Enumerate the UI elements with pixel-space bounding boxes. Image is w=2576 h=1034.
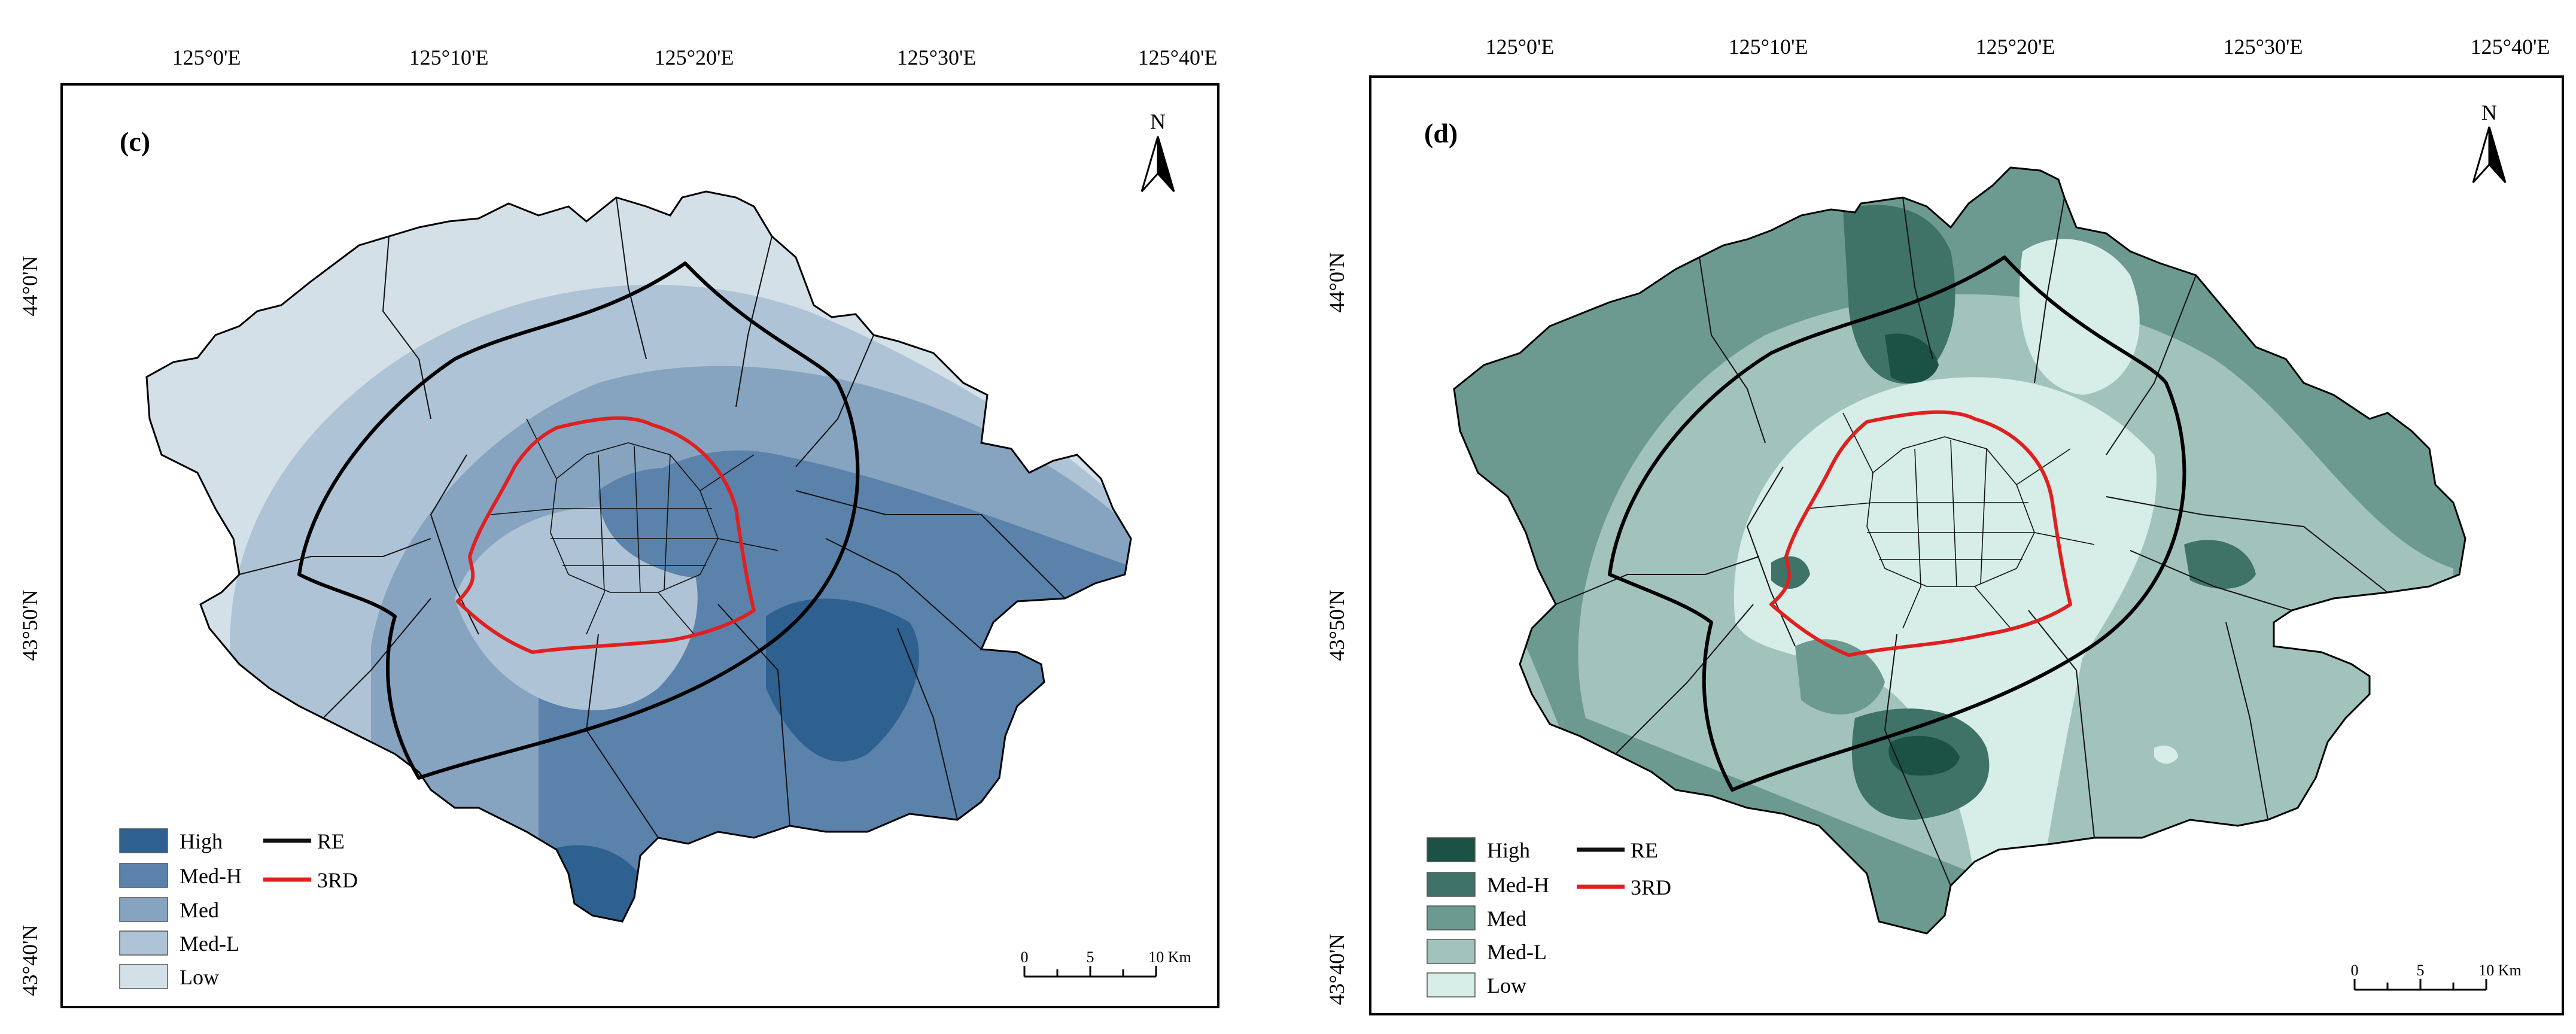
legend-label: High	[1487, 838, 1530, 862]
zone-med-core	[598, 468, 744, 578]
panel-label: (c)	[120, 126, 150, 157]
lon-tick-label: 125°10'E	[409, 45, 489, 69]
lon-tick-label: 125°20'E	[1976, 35, 2055, 59]
re-boundary-line	[1608, 256, 2186, 792]
scale-tick-label: 10 Km	[2478, 962, 2522, 979]
scale-tick-label: 0	[2351, 962, 2359, 979]
scale-bar-d: 0 5 10 Km	[2351, 962, 2522, 991]
legend-swatch	[1427, 972, 1476, 997]
scale-bar-icon	[2353, 979, 2487, 991]
legend-label: Med-L	[1487, 940, 1547, 964]
zone-low	[2154, 745, 2178, 764]
3rd-ring-road-line	[1769, 410, 2072, 657]
lon-tick-label: 125°0'E	[172, 45, 241, 69]
lon-tick-label: 125°40'E	[2471, 35, 2550, 59]
north-arrow: N	[1141, 110, 1175, 193]
scale-tick-label: 5	[1087, 948, 1094, 966]
choropleth-c	[147, 191, 1131, 922]
legend-label: Low	[1487, 974, 1526, 997]
lon-tick-label: 125°30'E	[897, 45, 977, 69]
study-area-outline	[145, 190, 1132, 923]
zone-low	[2019, 239, 2140, 395]
zone-med-h	[2184, 540, 2256, 589]
zone-high	[766, 598, 919, 762]
legend-label: Med	[180, 898, 219, 922]
zone-med	[1795, 639, 1885, 714]
legend-label: Low	[180, 965, 219, 989]
legend-swatch	[119, 897, 168, 922]
lat-tick-label: 43°50'N	[1325, 590, 1349, 661]
scale-tick-label: 10 Km	[1148, 948, 1191, 966]
study-area-outline	[1453, 166, 2466, 935]
legend-swatch	[1427, 872, 1476, 897]
legend-label: 3RD	[317, 868, 358, 892]
map-frame	[1369, 75, 2564, 1015]
lon-tick-label: 125°0'E	[1486, 35, 1555, 59]
zone-low	[1733, 377, 2157, 933]
legend-label: Med-L	[180, 932, 239, 956]
north-arrow: N	[2472, 101, 2507, 184]
map-panel-d: 125°0'E 125°10'E 125°20'E 125°30'E 125°4…	[1325, 35, 2564, 1015]
legend-swatch	[119, 930, 168, 956]
legend-label: Med	[1487, 907, 1526, 930]
legend-swatch	[119, 863, 168, 888]
legend-swatch	[119, 828, 168, 853]
panel-label: (d)	[1424, 118, 1458, 148]
lon-tick-label: 125°30'E	[2224, 35, 2303, 59]
lat-tick-label: 43°40'N	[1325, 934, 1349, 1005]
zone-high	[1888, 735, 1960, 776]
lat-tick-label: 43°50'N	[18, 590, 42, 661]
map-panel-c: 125°0'E 125°10'E 125°20'E 125°30'E 125°4…	[18, 45, 1219, 1008]
legend-label: 3RD	[1631, 875, 1671, 899]
legend-label: RE	[317, 829, 345, 853]
north-arrow-fill-icon	[2488, 126, 2507, 184]
legend-swatch	[1427, 905, 1476, 930]
north-arrow-icon	[2472, 126, 2490, 184]
lat-tick-label: 44°0'N	[18, 256, 42, 317]
legend-swatch	[119, 964, 168, 989]
district-boundaries	[1555, 197, 2388, 886]
legend-swatch	[1427, 837, 1476, 862]
north-label: N	[1150, 110, 1166, 133]
legend-label: RE	[1631, 838, 1658, 862]
scale-tick-label: 5	[2417, 962, 2425, 979]
legend-label: Med-H	[1487, 873, 1549, 897]
lat-tick-label: 43°40'N	[18, 925, 42, 996]
choropleth-d	[1454, 168, 2465, 933]
urban-core-districts	[1806, 412, 2095, 629]
urban-core-districts	[490, 418, 778, 635]
3rd-ring-road-line	[456, 416, 756, 654]
lon-tick-label: 125°10'E	[1729, 35, 1808, 59]
lon-tick-label: 125°20'E	[655, 45, 734, 69]
map-frame	[60, 83, 1219, 1008]
zone-high	[1885, 333, 1939, 384]
north-arrow-icon	[1141, 136, 1159, 193]
north-arrow-fill-icon	[1157, 136, 1175, 193]
legend-label: Med-H	[180, 864, 242, 888]
legend-d: High Med-H Med Med-L Low RE 3RD	[1427, 837, 1671, 997]
legend-c: High Med-H Med Med-L Low RE 3RD	[119, 828, 358, 989]
lat-tick-label: 44°0'N	[1325, 253, 1349, 313]
lon-tick-label: 125°40'E	[1138, 45, 1218, 69]
scale-bar-c: 0 5 10 Km	[1021, 948, 1191, 978]
north-label: N	[2481, 101, 2497, 124]
re-boundary-line	[297, 261, 860, 780]
scale-bar-icon	[1023, 966, 1157, 978]
legend-label: High	[180, 829, 223, 853]
zone-med-l-core	[455, 507, 698, 710]
legend-swatch	[1427, 939, 1476, 964]
scale-tick-label: 0	[1021, 948, 1029, 966]
